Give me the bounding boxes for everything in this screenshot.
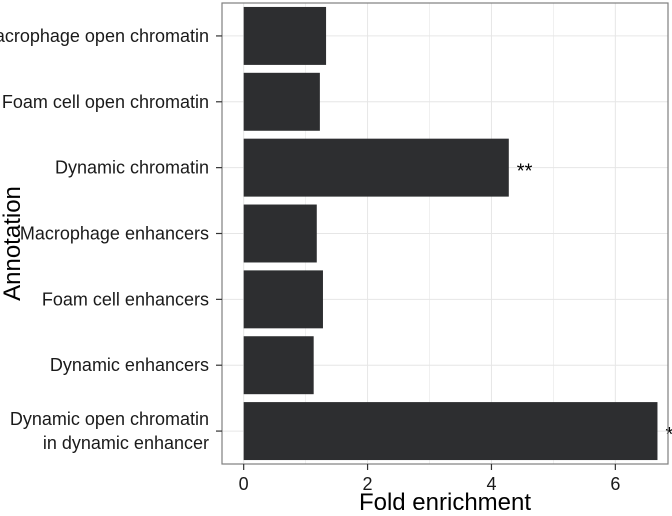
- category-label: in dynamic enhancer: [43, 433, 209, 453]
- significance-annotations: ***: [517, 161, 672, 446]
- x-tick-label: 6: [610, 474, 620, 494]
- category-label: Dynamic chromatin: [55, 158, 209, 178]
- x-tick-label: 0: [239, 474, 249, 494]
- bar: [243, 138, 509, 197]
- category-label: Foam cell open chromatin: [2, 92, 209, 112]
- category-label: Macrophage enhancers: [20, 224, 209, 244]
- category-label: Dynamic enhancers: [50, 355, 209, 375]
- x-axis: 0 2 4 6: [239, 464, 620, 494]
- x-axis-title: Fold enrichment: [359, 489, 531, 516]
- significance-label: *: [665, 424, 672, 446]
- category-label: Macrophage open chromatin: [0, 26, 209, 46]
- bars-group: [243, 6, 658, 461]
- bar: [243, 270, 323, 329]
- y-axis: Macrophage open chromatin Foam cell open …: [0, 26, 222, 453]
- bar: [243, 402, 658, 461]
- bar: [243, 6, 327, 65]
- x-tick-label: 2: [363, 474, 373, 494]
- bar: [243, 336, 314, 395]
- significance-label: **: [517, 161, 533, 183]
- category-label: Dynamic open chromatin: [10, 409, 209, 429]
- bar: [243, 204, 317, 263]
- y-axis-title: Annotation: [0, 186, 26, 301]
- category-label: Foam cell enhancers: [42, 289, 209, 309]
- bar: [243, 72, 320, 131]
- x-tick-label: 4: [486, 474, 496, 494]
